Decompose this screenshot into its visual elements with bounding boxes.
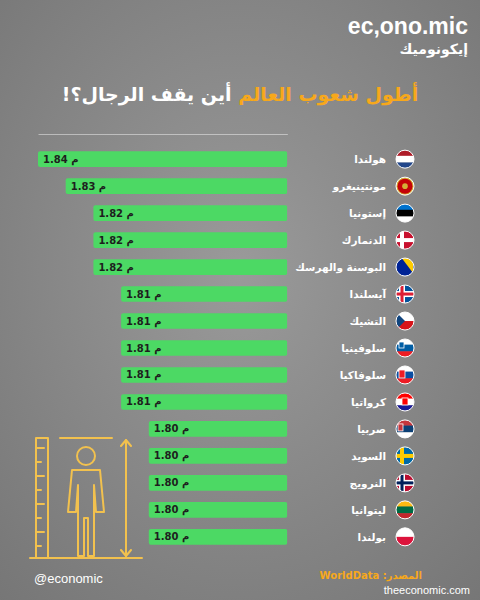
bar: [121, 340, 287, 356]
category-labels: هولندا مونتينيغرو إستونيا الدنمارك البوسنة و…: [295, 153, 387, 544]
bar: [121, 313, 287, 329]
flag: [395, 230, 415, 250]
data-label: 1.80 م: [154, 477, 190, 489]
flag: [395, 446, 415, 466]
category-label: إستونيا: [349, 207, 386, 220]
bar: [93, 205, 287, 221]
bar: [121, 394, 287, 410]
flag: [395, 500, 415, 520]
flag: [395, 392, 415, 412]
x-axis-line: [39, 134, 288, 135]
category-label: الدنمارك: [342, 234, 386, 247]
category-label: سلوفاكيا: [340, 369, 386, 382]
title-highlight: أطول شعوب العالم: [238, 82, 418, 106]
bar: [121, 367, 287, 383]
bar: [66, 178, 288, 194]
category-label: البوسنة والهرسك: [295, 261, 386, 274]
flag: [395, 257, 415, 277]
flag: [395, 365, 415, 385]
data-label: 1.83 م: [71, 181, 107, 193]
logo: ec,ono.mic: [348, 13, 468, 39]
bar: [38, 151, 287, 167]
data-label: 1.81 م: [126, 343, 161, 355]
data-label: 1.81 م: [126, 396, 161, 408]
flag: [395, 284, 415, 304]
flag: [395, 203, 415, 223]
bar: [149, 448, 288, 464]
bar: [149, 502, 288, 518]
flag: [395, 419, 415, 439]
bar: [149, 421, 288, 437]
category-label: مونتينيغرو: [332, 180, 386, 193]
category-label: النرويج: [350, 477, 386, 490]
flag: [395, 527, 415, 547]
data-label: 1.82 م: [98, 235, 133, 247]
flag: [395, 473, 415, 493]
category-label: سلوفينيا: [341, 342, 386, 355]
bar: [149, 475, 288, 491]
category-label: آيسلندا: [350, 288, 387, 300]
data-label: 1.84 م: [43, 154, 79, 166]
category-label: هولندا: [354, 153, 386, 166]
bar: [93, 259, 287, 275]
title: أطول شعوب العالم أين يقف الرجال؟!: [62, 82, 419, 106]
category-label: بولندا: [358, 531, 386, 544]
category-label: ليتوانيا: [351, 504, 386, 517]
data-label: 1.81 م: [126, 369, 161, 381]
bar: [149, 529, 288, 545]
category-label: السويد: [351, 450, 386, 463]
flags: [395, 149, 415, 547]
data-label: 1.80 م: [154, 423, 190, 435]
bars: [38, 151, 287, 544]
bar: [93, 232, 287, 248]
category-label: صربيا: [357, 423, 386, 436]
logo-arabic: إيكونوميك: [400, 41, 468, 58]
background: [0, 0, 480, 600]
flag: [395, 176, 415, 196]
handle: @economic: [34, 571, 103, 586]
subtitle: أين يقف الرجال؟!: [62, 82, 232, 106]
flag: [395, 149, 415, 169]
x-axis: [39, 134, 288, 135]
website: theeconomic.com: [384, 584, 470, 596]
flag: [395, 311, 415, 331]
data-label: 1.81 م: [126, 289, 161, 301]
bar: [121, 286, 287, 302]
source: المصدر: WorldData: [320, 570, 422, 582]
data-label: 1.82 م: [98, 262, 133, 274]
category-label: كرواتيا: [351, 396, 387, 409]
data-label: 1.80 م: [154, 504, 190, 516]
data-label: 1.82 م: [98, 208, 133, 220]
flag: [395, 338, 415, 358]
height-icon: [30, 438, 142, 558]
data-labels: 1.84 م 1.83 م 1.82 م 1.82 م 1.82 م 1.81 م 1.81…: [43, 154, 189, 544]
data-label: 1.80 م: [154, 450, 190, 462]
chart: ec,ono.mic إيكونوميك أطول شعوب العالم أين …: [0, 0, 480, 600]
category-label: التشيك: [349, 315, 386, 327]
data-label: 1.81 م: [126, 316, 161, 328]
data-label: 1.80 م: [154, 531, 190, 543]
